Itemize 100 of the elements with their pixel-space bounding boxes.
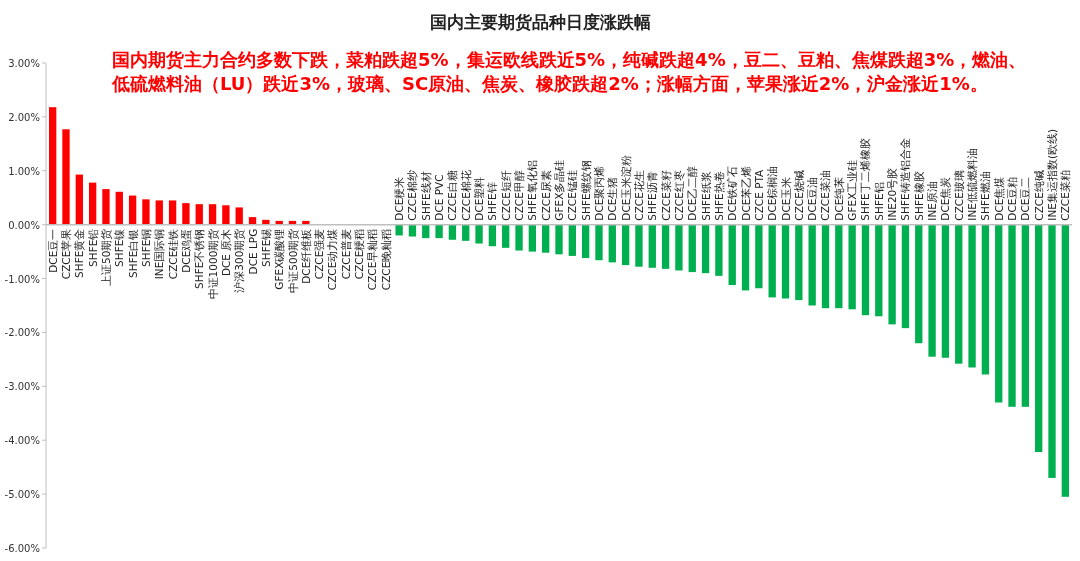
bar xyxy=(701,224,710,274)
bar xyxy=(741,224,750,291)
x-tick-label: DCE LPG xyxy=(246,228,259,275)
x-tick-label: GFEX碳酸锂 xyxy=(273,228,286,290)
x-tick-label: INE低硫燃料油 xyxy=(966,148,979,221)
x-tick-label: CZCE菜籽 xyxy=(659,170,672,221)
y-tick-label: 2.00% xyxy=(8,111,40,123)
x-tick-label: CZCE硅铁 xyxy=(166,228,179,280)
bar xyxy=(422,224,430,239)
x-tick-label: INE国际铜 xyxy=(153,228,166,280)
x-tick-label: CZCE晚籼稻 xyxy=(379,228,392,291)
y-tick-label: 1.00% xyxy=(8,165,40,177)
x-tick-label: DCE玉米淀粉 xyxy=(619,154,632,221)
x-tick-label: DCE粳米 xyxy=(393,176,406,221)
x-tick-label: SHFE铸造铝合金 xyxy=(899,138,912,221)
x-tick-label: SHFE丁二烯橡胶 xyxy=(859,138,872,221)
bar xyxy=(675,224,683,271)
x-tick-label: SHFE镍 xyxy=(113,228,126,267)
x-tick-label: INE集运指数(欧线) xyxy=(1046,128,1059,221)
y-tick-label: 3.00% xyxy=(8,58,40,69)
bar xyxy=(1035,224,1043,453)
chart-title: 国内主要期货品种日度涨跌幅 xyxy=(429,12,651,32)
chart-subtitle: 国内期货主力合约多数下跌，菜粕跌超5%，集运欧线跌近5%，纯碱跌超4%，豆二、豆粕、焦煤跌超3%，燃油、低硫燃料油（LU）跌近3%，玻璃、SC原油、焦炭、橡胶跌超2%；涨幅方面，苹果涨近2%，沪金涨近1%。 xyxy=(111,49,1027,94)
bar xyxy=(555,224,563,255)
x-tick-label: CZCE菜粕 xyxy=(1059,170,1072,221)
x-tick-label: DCE生猪 xyxy=(606,176,619,221)
x-tick-label: CZCE菜油 xyxy=(819,170,832,221)
bar xyxy=(941,224,950,358)
bar xyxy=(155,200,163,225)
x-tick-label: CZCE甲醇 xyxy=(513,170,526,221)
x-tick-label: CZCE短纤 xyxy=(499,170,512,221)
bar xyxy=(968,224,976,368)
x-tick-label: DCE 原木 xyxy=(219,228,232,277)
x-tick-label: SHFE铜 xyxy=(139,228,152,267)
x-tick-label: DCE PVC xyxy=(433,174,446,221)
x-tick-label: CZCE锰硅 xyxy=(566,170,579,221)
x-tick-label: 中证500期货 xyxy=(286,228,299,293)
x-tick-label: SHFE氧化铝 xyxy=(526,160,539,221)
bar xyxy=(955,224,963,364)
x-tick-label: CZCE PTA xyxy=(752,168,765,221)
x-tick-label: DCE棕榈油 xyxy=(766,165,779,221)
x-tick-label: DCE豆二 xyxy=(1019,176,1032,221)
x-tick-label: CZCE尿素 xyxy=(539,170,552,221)
x-tick-label: CZCE苹果 xyxy=(59,228,72,280)
bar xyxy=(568,224,576,256)
bar xyxy=(88,182,97,225)
x-tick-label: DCE塑料 xyxy=(473,176,486,221)
bar xyxy=(821,224,830,309)
y-tick-label: -2.00% xyxy=(4,327,40,339)
x-tick-label: CZCE纯碱 xyxy=(1032,170,1045,221)
bar xyxy=(195,204,203,225)
bar xyxy=(795,224,803,301)
bar xyxy=(1008,224,1016,407)
x-tick-label: SHFE铝 xyxy=(872,182,885,221)
x-tick-label: SHFE黄金 xyxy=(73,228,86,278)
x-tick-label: GFEX工业硅 xyxy=(846,159,859,221)
bar xyxy=(528,224,537,252)
x-tick-label: DCE聚丙烯 xyxy=(592,165,605,221)
bar xyxy=(395,224,403,236)
bar xyxy=(475,224,483,244)
x-tick-label: SHFE锡 xyxy=(259,228,272,267)
x-tick-label: SHFE螺纹钢 xyxy=(579,160,592,221)
bar xyxy=(901,224,910,329)
y-tick-label: -6.00% xyxy=(4,543,40,554)
x-tick-label: CZCE普麦 xyxy=(339,228,352,280)
bar xyxy=(75,174,83,225)
bar xyxy=(1021,224,1030,407)
bar xyxy=(648,224,656,268)
bar xyxy=(182,203,190,225)
bar xyxy=(728,224,736,286)
bar xyxy=(115,191,123,225)
x-tick-label: CZCE棉花 xyxy=(459,170,472,221)
bar xyxy=(142,199,150,225)
x-tick-label: DCE铁矿石 xyxy=(726,165,739,221)
x-tick-label: CZCE强麦 xyxy=(313,228,326,280)
x-tick-label: SHFE纸浆 xyxy=(699,171,712,221)
bar xyxy=(408,224,417,237)
bar xyxy=(635,224,643,267)
bar xyxy=(888,224,896,325)
bar xyxy=(808,224,816,306)
x-tick-label: SHFE沥青 xyxy=(646,171,659,221)
y-tick-label: -5.00% xyxy=(4,489,40,501)
x-tick-label: INE20号胶 xyxy=(886,167,899,221)
bar xyxy=(581,224,590,259)
bar xyxy=(688,224,696,273)
y-tick-label: -4.00% xyxy=(4,435,40,447)
x-tick-label: CZCE白糖 xyxy=(446,170,459,221)
x-tick-label: 中证1000期货 xyxy=(206,228,219,300)
x-tick-label: 沪深300期货 xyxy=(233,228,246,293)
x-tick-label: SHFE橡胶 xyxy=(912,171,925,221)
x-tick-label: DCE乙二醇 xyxy=(686,165,699,221)
x-tick-label: DCE焦炭 xyxy=(939,176,952,221)
y-tick-label: -1.00% xyxy=(4,273,40,285)
x-tick-label: SHFE燃油 xyxy=(979,171,992,221)
x-tick-label: SHFE热卷 xyxy=(712,171,725,221)
bar xyxy=(835,224,843,309)
bar xyxy=(981,224,990,375)
x-tick-label: DCE豆一 xyxy=(46,228,59,273)
bar xyxy=(875,224,883,317)
x-tick-label: DCE豆油 xyxy=(806,176,819,221)
